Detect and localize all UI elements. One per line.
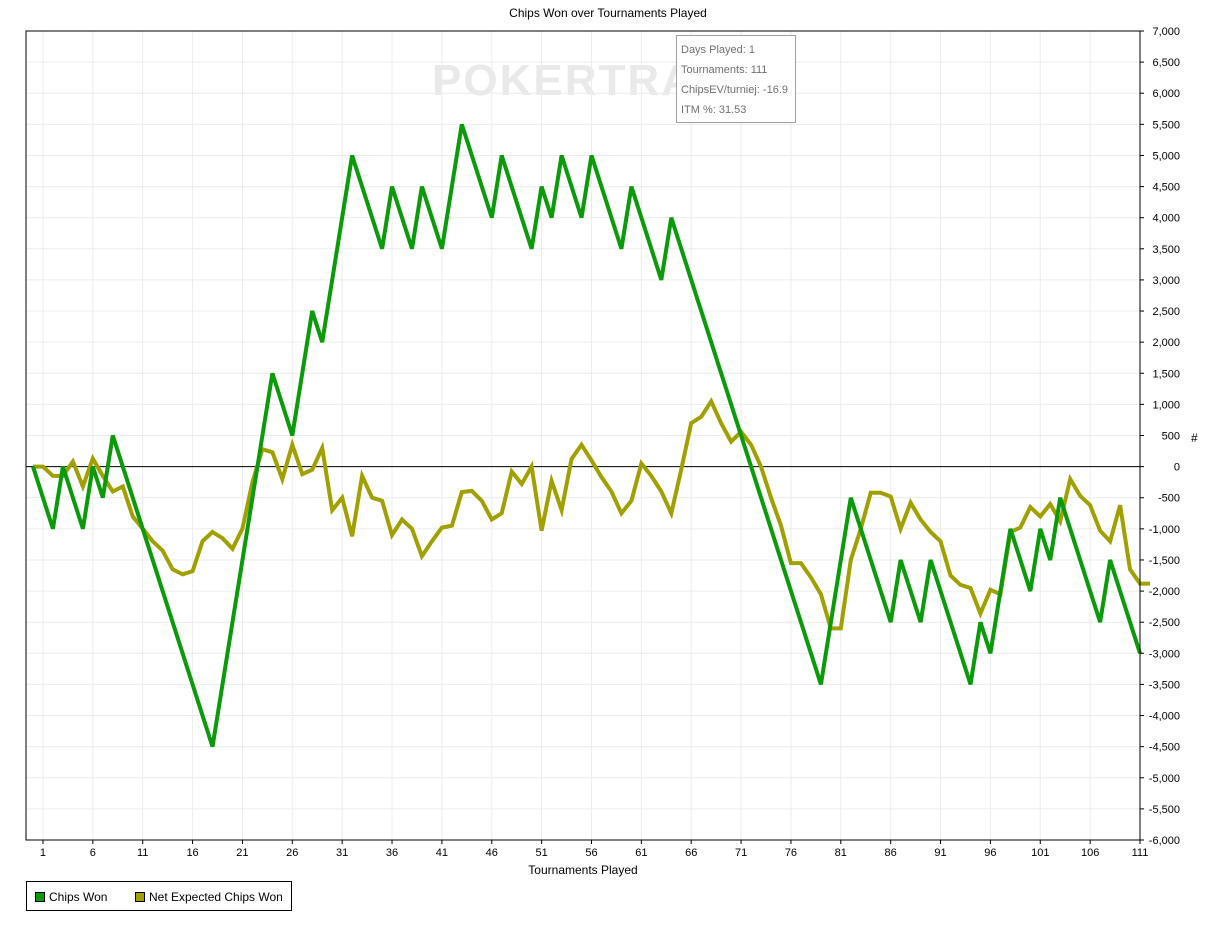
series-line-net-expected <box>33 397 1150 631</box>
x-tick-label: 61 <box>635 847 647 859</box>
tooltip-line-tournaments: Tournaments: 111 <box>681 64 768 76</box>
x-tick-label: 6 <box>90 847 96 859</box>
x-tick-label: 46 <box>486 847 498 859</box>
x-tick-label: 76 <box>785 847 797 859</box>
y-tick-label: -5,000 <box>1149 773 1180 785</box>
y-tick-label: -2,500 <box>1149 617 1180 629</box>
x-axis-label: Tournaments Played <box>528 863 638 877</box>
x-tick-label: 51 <box>535 847 547 859</box>
tooltip-line-itm: ITM %: 31.53 <box>681 104 747 116</box>
x-tick-label: 36 <box>386 847 398 859</box>
x-tick-label: 91 <box>934 847 946 859</box>
y-tick-label: 5,500 <box>1152 119 1180 131</box>
chart-title: Chips Won over Tournaments Played <box>509 6 707 20</box>
legend-label-net-expected: Net Expected Chips Won <box>149 890 283 904</box>
chart-legend: Chips Won Net Expected Chips Won <box>26 881 292 911</box>
y-tick-label: 6,500 <box>1152 57 1180 69</box>
tooltip-line-chipsev: ChipsEV/turniej: -16.9 <box>681 84 788 96</box>
y-tick-label: 3,500 <box>1152 244 1180 256</box>
y-tick-label: -3,000 <box>1149 648 1180 660</box>
y-tick-label: 4,500 <box>1152 182 1180 194</box>
hover-tooltip: Days Played: 1 Tournaments: 111 ChipsEV/… <box>676 35 796 123</box>
legend-item-net-expected[interactable]: Net Expected Chips Won <box>135 890 283 904</box>
x-tick-label: 21 <box>236 847 248 859</box>
x-tick-label: 101 <box>1031 847 1049 859</box>
grid-layer <box>26 30 1141 841</box>
y-axis-label: # <box>1191 431 1198 445</box>
y-tick-label: -1,500 <box>1149 555 1180 567</box>
y-tick-label: -500 <box>1158 493 1180 505</box>
plot-border <box>25 30 1141 841</box>
x-tick-label: 11 <box>137 847 148 859</box>
legend-label-chips-won: Chips Won <box>49 890 108 904</box>
y-tick-label: -1,000 <box>1149 524 1180 536</box>
y-tick-label: 6,000 <box>1152 88 1180 100</box>
x-tick-label: 81 <box>835 847 847 859</box>
legend-item-chips-won[interactable]: Chips Won <box>35 890 107 904</box>
series-line-chips-won <box>31 123 1142 748</box>
y-tick-label: 2,000 <box>1152 337 1180 349</box>
y-tick-label: 3,000 <box>1152 275 1180 287</box>
x-tick-label: 106 <box>1081 847 1099 859</box>
x-tick-label: 71 <box>735 847 747 859</box>
y-tick-label: -4,000 <box>1149 711 1180 723</box>
y-tick-label: 500 <box>1162 431 1180 443</box>
y-tick-label: -5,500 <box>1149 804 1180 816</box>
x-tick-label: 86 <box>885 847 897 859</box>
series-layer <box>31 123 1150 748</box>
axis-layer: 7,000 6,500 6,000 5,500 5,000 4,500 4,000 3,500… <box>25 26 1180 859</box>
x-tick-label: 111 <box>1132 847 1149 859</box>
legend-swatch-net-expected <box>135 892 145 902</box>
x-tick-label: 1 <box>40 847 46 859</box>
x-tick-label: 26 <box>286 847 298 859</box>
legend-swatch-chips-won <box>35 892 45 902</box>
y-tick-label: 5,000 <box>1152 150 1180 162</box>
y-tick-label: -3,500 <box>1149 679 1180 691</box>
y-tick-label: -4,500 <box>1149 742 1180 754</box>
y-tick-label: -2,000 <box>1149 586 1180 598</box>
y-tick-label: 0 <box>1174 462 1180 474</box>
x-tick-label: 41 <box>436 847 448 859</box>
y-tick-label: -6,000 <box>1149 835 1180 847</box>
x-tick-label: 96 <box>984 847 996 859</box>
y-tick-label: 1,500 <box>1152 368 1180 380</box>
y-tick-label: 4,000 <box>1152 213 1180 225</box>
x-tick-label: 31 <box>336 847 348 859</box>
x-tick-label: 66 <box>685 847 697 859</box>
y-tick-label: 1,000 <box>1152 399 1180 411</box>
tooltip-line-days: Days Played: 1 <box>681 44 755 56</box>
x-tick-label: 56 <box>585 847 597 859</box>
y-tick-label: 2,500 <box>1152 306 1180 318</box>
y-tick-label: 7,000 <box>1152 26 1180 38</box>
x-tick-label: 16 <box>186 847 198 859</box>
